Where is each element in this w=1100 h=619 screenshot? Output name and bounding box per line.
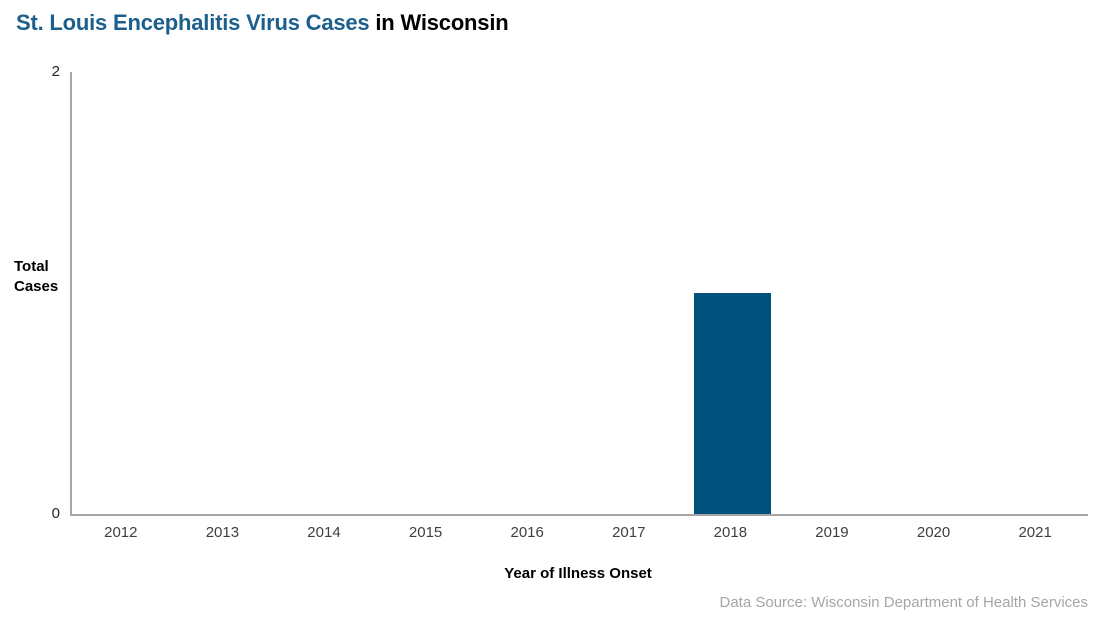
chart-title: St. Louis Encephalitis Virus Cases in Wi… — [16, 10, 509, 36]
chart-title-rest: in Wisconsin — [369, 10, 509, 35]
x-tick-2021: 2021 — [1018, 524, 1052, 541]
x-tick-2018: 2018 — [713, 524, 748, 541]
y-axis-tick-max: 2 — [51, 63, 60, 80]
y-axis-label-line1: Total — [14, 258, 49, 275]
y-axis-tick-min: 0 — [51, 505, 60, 522]
x-axis-tick-row: 2012 2013 2014 2015 2016 2017 2018 2019 2020 2021 — [70, 524, 1086, 541]
bar-slot-2013 — [174, 72, 276, 514]
y-axis-label: Total Cases — [14, 257, 58, 297]
bar-slot-2021 — [986, 72, 1088, 514]
x-tick-2014: 2014 — [307, 524, 341, 541]
bar-slot-2019 — [783, 72, 885, 514]
x-tick-2020: 2020 — [916, 524, 951, 541]
x-tick-2013: 2013 — [205, 524, 240, 541]
x-tick-2017: 2017 — [612, 524, 646, 541]
x-tick-2019: 2019 — [815, 524, 849, 541]
bar-slot-2017 — [580, 72, 682, 514]
bar-slot-2018 — [682, 72, 784, 514]
data-source-note: Data Source: Wisconsin Department of Hea… — [719, 594, 1089, 611]
chart-title-highlight: St. Louis Encephalitis Virus Cases — [16, 10, 370, 35]
bar-slot-2012 — [72, 72, 174, 514]
x-tick-2015: 2015 — [408, 524, 443, 541]
bar-slot-2014 — [275, 72, 377, 514]
plot-area — [70, 72, 1088, 516]
x-tick-2016: 2016 — [510, 524, 544, 541]
bar-2018 — [693, 293, 771, 514]
x-tick-2012: 2012 — [104, 524, 138, 541]
bar-slot-2016 — [478, 72, 580, 514]
y-axis-label-line2: Cases — [14, 278, 59, 295]
x-axis-label: Year of Illness Onset — [504, 565, 652, 582]
bar-slot-2020 — [885, 72, 987, 514]
bar-slot-2015 — [377, 72, 479, 514]
